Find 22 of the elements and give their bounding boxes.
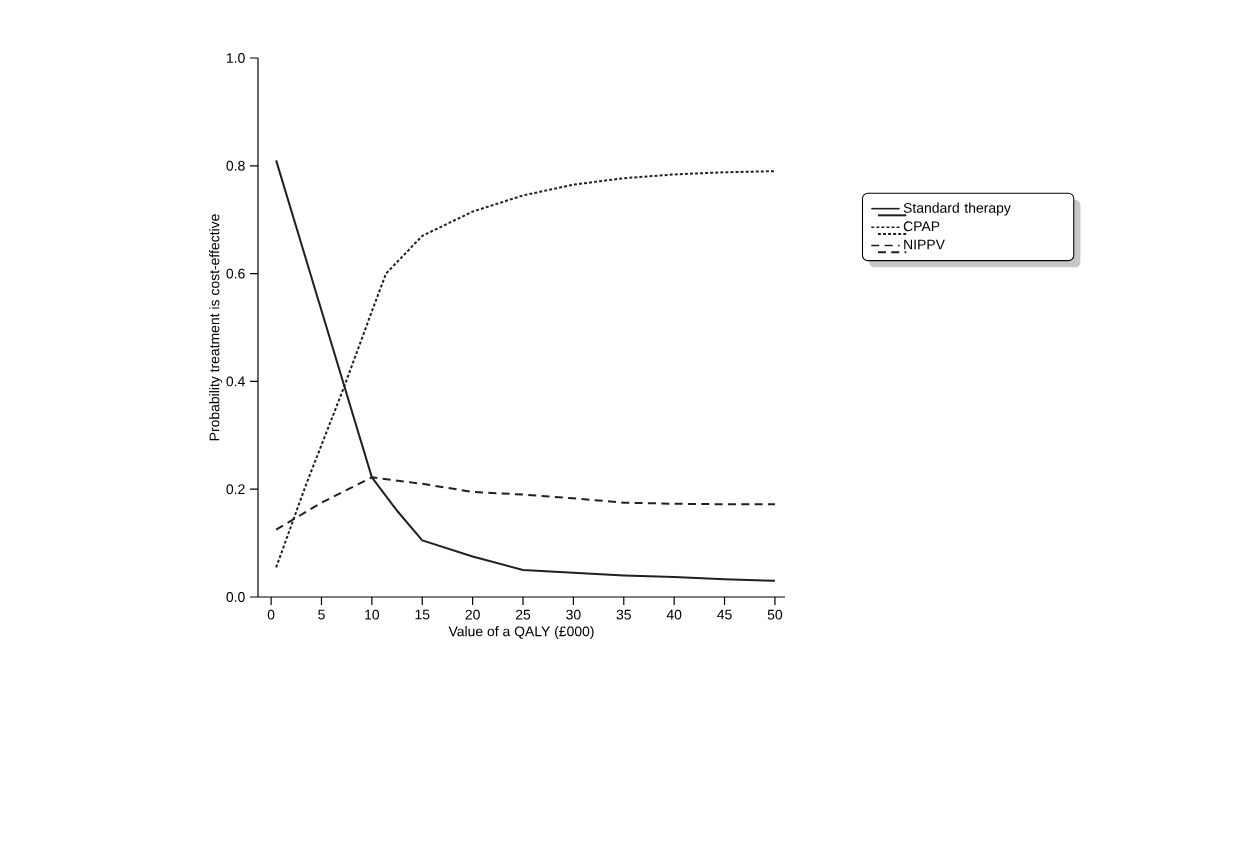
legend-label: Standard therapy (903, 202, 1011, 216)
x-tick-label: 15 (415, 609, 430, 620)
x-tick-label: 30 (566, 609, 581, 620)
x-tick-label: 35 (616, 609, 631, 620)
legend-label: CPAP (903, 221, 940, 232)
x-tick-label: 10 (365, 609, 380, 620)
y-tick-label: 0.8 (226, 160, 245, 171)
x-tick-label: 45 (717, 609, 732, 620)
x-tick-label: 40 (666, 609, 682, 620)
x-tick-label: 50 (767, 609, 783, 620)
x-axis-title: Value of a QALY (£000) (448, 626, 594, 640)
y-tick-label: 0.4 (226, 376, 245, 387)
legend-label: NIPPV (904, 239, 945, 250)
y-tick-label: 1.0 (226, 53, 245, 63)
x-tick-label: 0 (267, 609, 275, 620)
y-tick-label: 0.2 (226, 484, 245, 495)
x-tick-label: 25 (515, 609, 531, 620)
y-tick-label: 0.6 (226, 268, 245, 279)
x-tick-label: 5 (318, 609, 325, 620)
y-tick-label: 0.0 (226, 592, 245, 602)
x-tick-label: 20 (465, 609, 480, 620)
y-axis-title: Probability treatment is cost-effective (209, 214, 223, 441)
